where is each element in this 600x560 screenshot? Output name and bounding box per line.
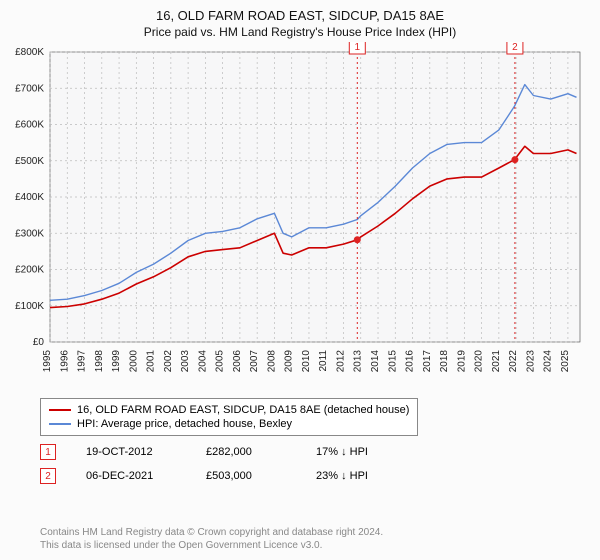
- legend-item: 16, OLD FARM ROAD EAST, SIDCUP, DA15 8AE…: [49, 403, 409, 417]
- sale-date: 19-OCT-2012: [86, 446, 176, 458]
- svg-text:2016: 2016: [405, 350, 416, 373]
- svg-text:2011: 2011: [318, 350, 329, 372]
- legend: 16, OLD FARM ROAD EAST, SIDCUP, DA15 8AE…: [40, 398, 418, 436]
- price-chart: £0 £100K £200K £300K £400K £500K £600K £700K £80…: [0, 42, 600, 392]
- sales-table: 1 19-OCT-2012 £282,000 17% ↓ HPI 2 06-DEC-202…: [40, 440, 396, 488]
- svg-text:£700K: £700K: [15, 83, 44, 94]
- svg-text:£400K: £400K: [15, 192, 44, 203]
- svg-text:2021: 2021: [491, 350, 502, 373]
- svg-text:£0: £0: [33, 337, 45, 348]
- legend-swatch: [49, 423, 71, 425]
- legend-item: HPI: Average price, detached house, Bexl…: [49, 417, 409, 431]
- svg-text:2006: 2006: [232, 350, 243, 373]
- svg-text:2017: 2017: [422, 350, 433, 373]
- chart-subtitle: Price paid vs. HM Land Registry's House …: [0, 23, 600, 39]
- svg-text:2014: 2014: [370, 350, 381, 373]
- svg-text:2020: 2020: [474, 350, 485, 373]
- svg-text:1: 1: [355, 42, 361, 53]
- legend-swatch: [49, 409, 71, 411]
- attribution-line: Contains HM Land Registry data © Crown c…: [40, 526, 383, 539]
- svg-text:2: 2: [512, 42, 518, 53]
- svg-text:2015: 2015: [387, 350, 398, 373]
- svg-text:2007: 2007: [249, 350, 260, 373]
- sale-price: £503,000: [206, 470, 286, 482]
- sale-badge: 1: [40, 444, 56, 460]
- sale-badge: 2: [40, 468, 56, 484]
- legend-label: HPI: Average price, detached house, Bexl…: [77, 418, 292, 430]
- sale-diff: 23% ↓ HPI: [316, 470, 396, 482]
- svg-text:1997: 1997: [77, 350, 88, 373]
- svg-text:2025: 2025: [560, 350, 571, 373]
- svg-text:2001: 2001: [146, 350, 157, 373]
- svg-text:£800K: £800K: [15, 47, 44, 58]
- svg-text:2012: 2012: [335, 350, 346, 373]
- legend-label: 16, OLD FARM ROAD EAST, SIDCUP, DA15 8AE…: [77, 404, 409, 416]
- svg-text:2010: 2010: [301, 350, 312, 373]
- svg-text:2022: 2022: [508, 350, 519, 373]
- svg-text:1996: 1996: [59, 350, 70, 373]
- sale-diff: 17% ↓ HPI: [316, 446, 396, 458]
- svg-text:2023: 2023: [525, 350, 536, 373]
- svg-text:£300K: £300K: [15, 228, 44, 239]
- svg-text:2009: 2009: [284, 350, 295, 373]
- sale-row: 1 19-OCT-2012 £282,000 17% ↓ HPI: [40, 440, 396, 464]
- svg-text:1999: 1999: [111, 350, 122, 373]
- attribution-line: This data is licensed under the Open Gov…: [40, 539, 383, 552]
- svg-text:£500K: £500K: [15, 156, 44, 167]
- sale-price: £282,000: [206, 446, 286, 458]
- svg-text:1995: 1995: [42, 350, 53, 373]
- attribution-text: Contains HM Land Registry data © Crown c…: [40, 526, 383, 552]
- svg-text:£200K: £200K: [15, 265, 44, 276]
- svg-text:2024: 2024: [543, 350, 554, 373]
- svg-text:2003: 2003: [180, 350, 191, 373]
- svg-text:£600K: £600K: [15, 120, 44, 131]
- chart-title: 16, OLD FARM ROAD EAST, SIDCUP, DA15 8AE: [0, 0, 600, 23]
- svg-text:2019: 2019: [456, 350, 467, 373]
- svg-text:2005: 2005: [215, 350, 226, 373]
- svg-text:2018: 2018: [439, 350, 450, 373]
- svg-text:2008: 2008: [266, 350, 277, 373]
- sale-date: 06-DEC-2021: [86, 470, 176, 482]
- svg-text:2013: 2013: [353, 350, 364, 373]
- svg-text:2002: 2002: [163, 350, 174, 373]
- svg-text:1998: 1998: [94, 350, 105, 373]
- svg-text:2004: 2004: [197, 350, 208, 373]
- svg-text:£100K: £100K: [15, 301, 44, 312]
- svg-text:2000: 2000: [128, 350, 139, 373]
- sale-row: 2 06-DEC-2021 £503,000 23% ↓ HPI: [40, 464, 396, 488]
